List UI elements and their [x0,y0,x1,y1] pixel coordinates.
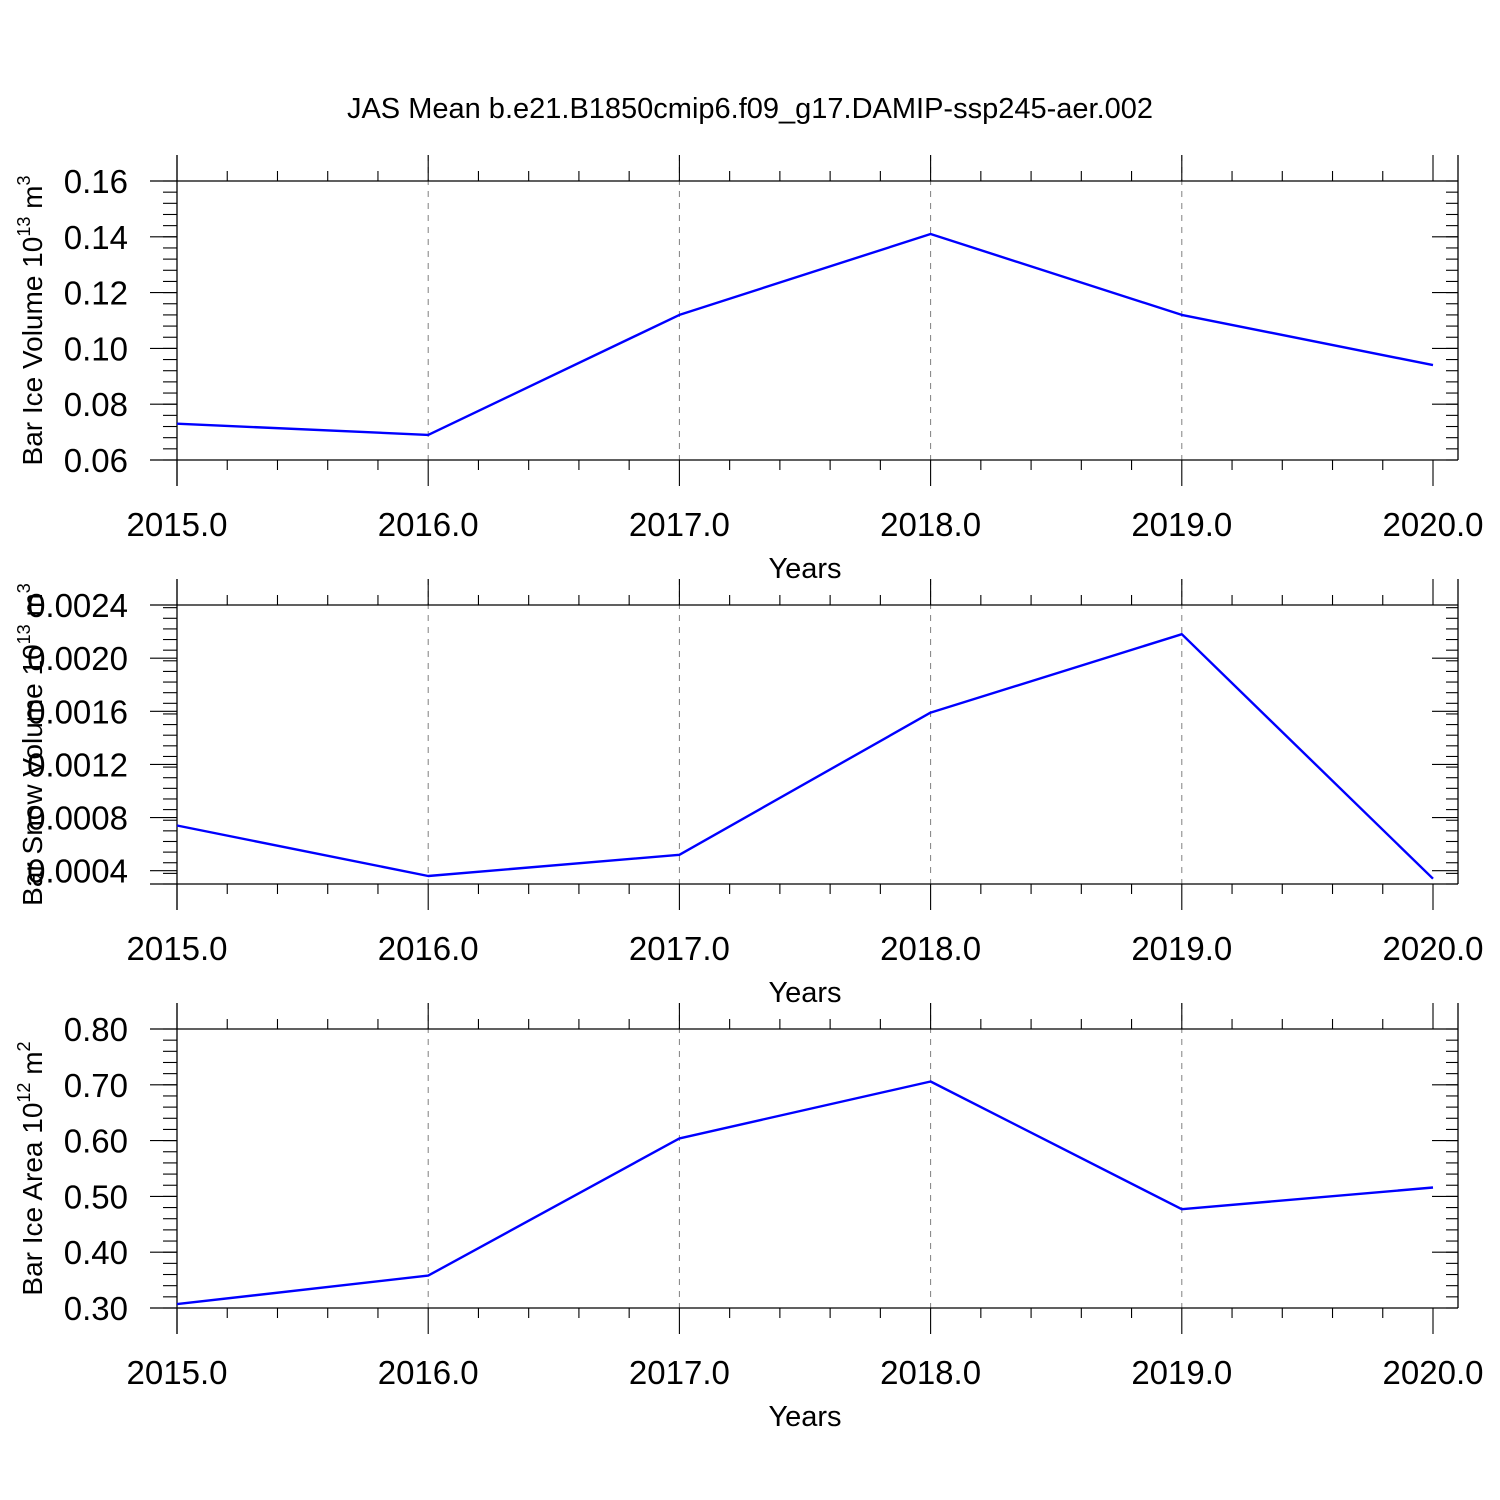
chart-panel-3: 0.30 0.40 0.50 0.60 0.70 0.80 2015.0 2016.0 2017… [14,1003,1483,1433]
chart-panel-2: 0.0004 0.0008 0.0012 0.0016 0.0020 0.0024 2015… [14,579,1483,1009]
x-tick-label: 2016.0 [378,1354,479,1391]
x-tick-label: 2019.0 [1131,506,1232,543]
y-axis-label-unit: m [17,593,48,624]
y-axis-label-unit: m [17,1051,48,1082]
x-tick-label: 2015.0 [127,1354,228,1391]
y-axis-label-exponent: 13 [14,217,34,237]
y-tick-label: 0.10 [64,330,128,367]
x-tick-label: 2017.0 [629,506,730,543]
x-tick-label: 2020.0 [1383,930,1484,967]
y-axis-label: Bar Snow Volume 1013 m3 [14,583,48,906]
y-tick-label: 0.0004 [27,853,128,890]
y-tick-label: 0.30 [64,1290,128,1327]
x-tick-label: 2016.0 [378,930,479,967]
y-axis-label-base: Bar Ice Volume 10 [17,237,48,466]
x-tick-label: 2016.0 [378,506,479,543]
y-tick-label: 0.06 [64,442,128,479]
y-tick-label: 0.0016 [27,693,128,730]
x-axis-label: Years [768,1401,841,1433]
x-tick-label: 2018.0 [880,1354,981,1391]
chart-panel-1: 0.06 0.08 0.10 0.12 0.14 0.16 2015.0 2016.0 2017… [14,155,1483,585]
series-line-1 [176,633,1434,880]
x-tick-label: 2020.0 [1383,1354,1484,1391]
y-axis-label-unit: m [17,186,48,217]
x-tick-label: 2018.0 [880,930,981,967]
x-axis-label: Years [768,553,841,585]
series-line-1 [176,1080,1434,1306]
y-tick-label: 0.40 [64,1234,128,1271]
y-axis-label-unit-exponent: 2 [14,1041,34,1051]
x-tick-label: 2017.0 [629,1354,730,1391]
y-axis-label-unit-exponent: 3 [14,176,34,186]
x-tick-label: 2018.0 [880,506,981,543]
y-axis-label-exponent: 13 [14,624,34,644]
y-axis-label-base: Bar Snow Volume 10 [17,644,48,906]
y-axis-label-exponent: 12 [14,1083,34,1103]
x-tick-label: 2019.0 [1131,1354,1232,1391]
x-tick-label: 2019.0 [1131,930,1232,967]
y-tick-label: 0.0008 [27,800,128,837]
y-tick-label: 0.16 [64,163,128,200]
y-tick-label: 0.80 [64,1011,128,1048]
y-tick-label: 0.50 [64,1178,128,1215]
y-tick-label: 0.0024 [27,587,128,624]
x-tick-label: 2015.0 [127,930,228,967]
y-tick-label: 0.08 [64,386,128,423]
y-tick-label: 0.70 [64,1067,128,1104]
y-tick-label: 0.60 [64,1123,128,1160]
x-tick-label: 2020.0 [1383,506,1484,543]
y-axis-label: Bar Ice Volume 1013 m3 [14,176,48,466]
y-tick-label: 0.12 [64,275,128,312]
x-tick-label: 2017.0 [629,930,730,967]
figure-title: JAS Mean b.e21.B1850cmip6.f09_g17.DAMIP-… [347,93,1153,125]
y-axis-label-base: Bar Ice Area 10 [17,1103,48,1296]
y-axis-label-unit-exponent: 3 [14,583,34,593]
x-tick-label: 2015.0 [127,506,228,543]
series-line-1 [176,232,1434,437]
y-tick-label: 0.0012 [27,746,128,783]
y-axis-label: Bar Ice Area 1012 m2 [14,1041,48,1295]
panels: 0.06 0.08 0.10 0.12 0.14 0.16 2015.0 2016.0 2017… [14,155,1483,1433]
y-tick-label: 0.14 [64,219,128,256]
y-tick-label: 0.0020 [27,640,128,677]
x-axis-label: Years [768,977,841,1009]
